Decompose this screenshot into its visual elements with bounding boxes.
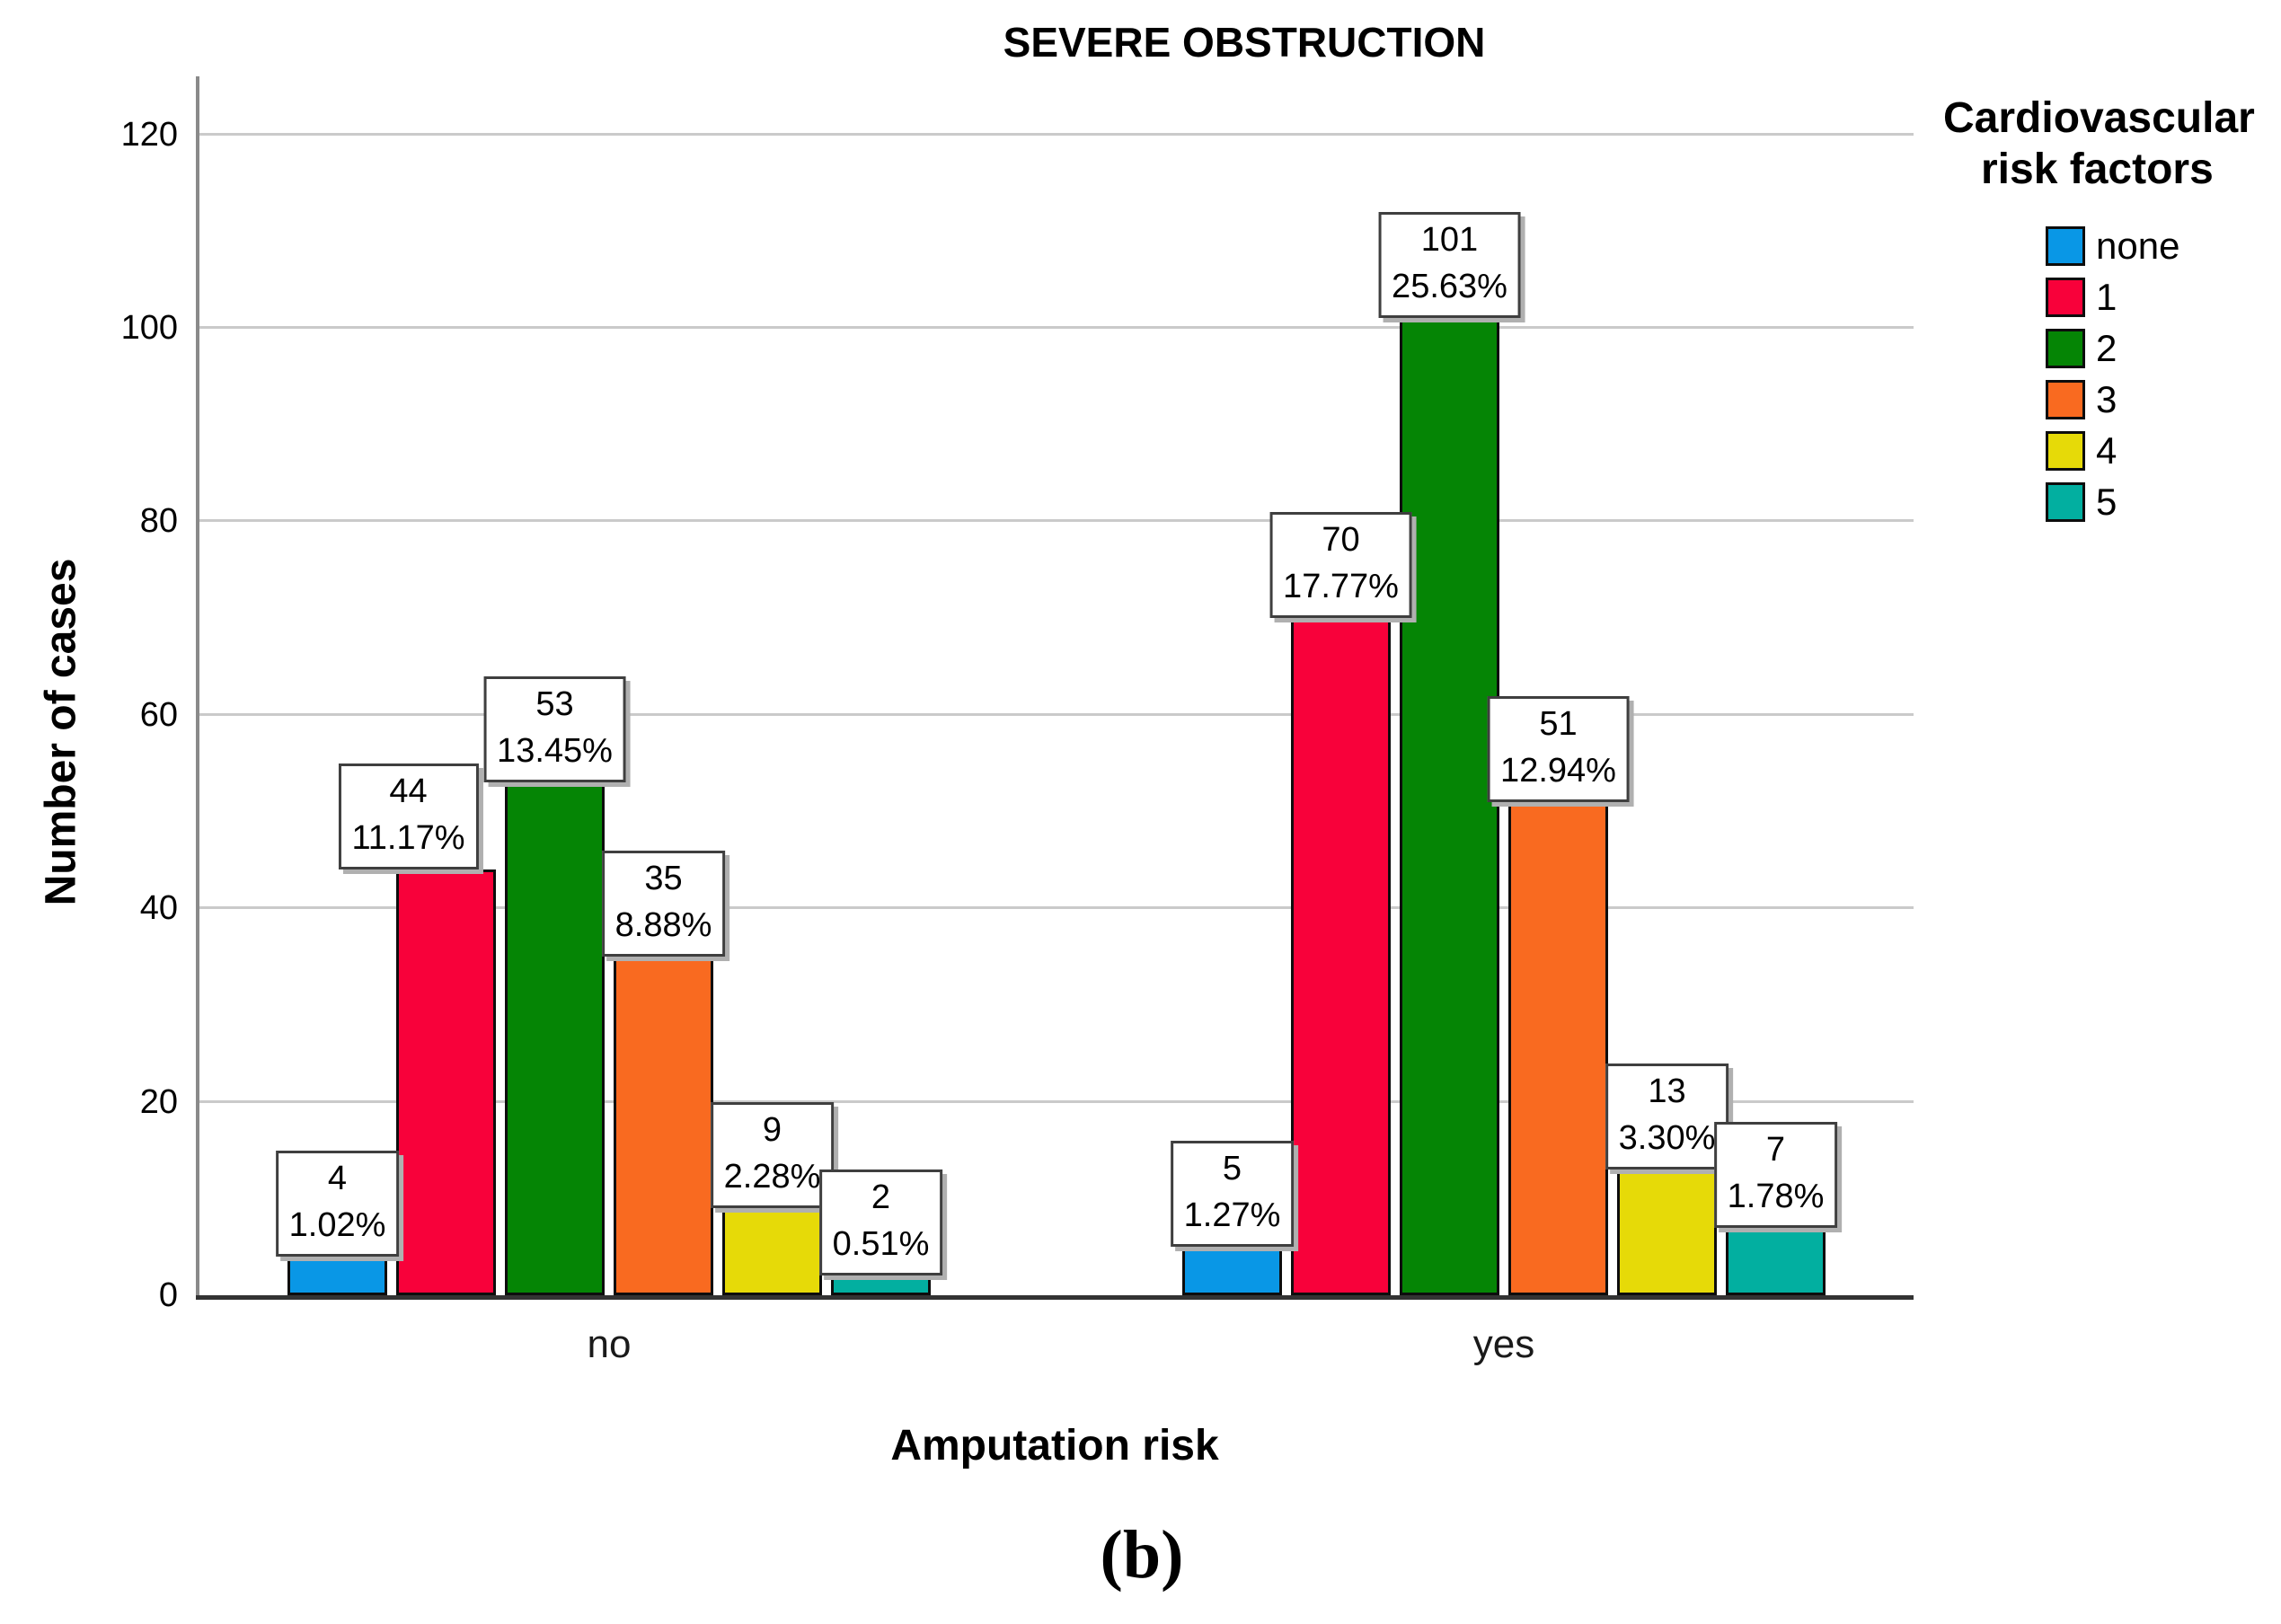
- bar-no-4: [722, 1208, 822, 1295]
- gridline-y-20: [199, 1099, 1914, 1103]
- bar-yes-none: [1182, 1247, 1282, 1295]
- gridline-y-60: [199, 712, 1914, 716]
- y-tick-label-100: 100: [120, 309, 178, 348]
- legend-label: 4: [2096, 428, 2117, 472]
- bar-percent: 1.27%: [1183, 1196, 1281, 1234]
- bar-label-yes-4: 13 3.30%: [1605, 1064, 1729, 1169]
- y-tick-label-60: 60: [139, 695, 178, 734]
- bar-no-3: [614, 957, 713, 1295]
- legend-label: none: [2096, 224, 2180, 267]
- legend: none 1 2 3 4 5: [2046, 220, 2179, 527]
- gridline-y-80: [199, 519, 1914, 523]
- legend-item-3: 3: [2046, 374, 2179, 425]
- bar-label-no-none: 4 1.02%: [275, 1151, 400, 1257]
- bar-percent: 2.28%: [723, 1158, 821, 1196]
- legend-swatch-1: [2046, 277, 2085, 317]
- legend-label: 5: [2096, 480, 2117, 523]
- legend-swatch-none: [2046, 225, 2085, 266]
- bar-count: 4: [327, 1160, 348, 1197]
- gridline-y-100: [199, 326, 1914, 330]
- bar-label-yes-none: 5 1.27%: [1170, 1141, 1295, 1247]
- bar-label-no-3: 35 8.88%: [601, 851, 726, 957]
- x-tick-label-no: no: [587, 1322, 632, 1366]
- bar-count: 101: [1420, 221, 1479, 259]
- bar-yes-4: [1617, 1169, 1717, 1295]
- legend-item-5: 5: [2046, 476, 2179, 527]
- gridline-y-40: [199, 906, 1914, 910]
- bar-label-yes-3: 51 12.94%: [1487, 696, 1630, 802]
- bar-percent: 25.63%: [1392, 268, 1507, 305]
- plot-area: 0 20 40 60 80 100 120 4 1.02% 44 11.17% 53 13.45% 35 8…: [121, 76, 1914, 1366]
- bar-label-yes-2: 101 25.63%: [1378, 212, 1521, 318]
- legend-item-none: none: [2046, 220, 2179, 271]
- legend-title-line-1: Cardiovascular: [1943, 94, 2255, 142]
- bar-yes-3: [1508, 802, 1608, 1295]
- bar-label-no-1: 44 11.17%: [338, 763, 479, 869]
- bar-count: 70: [1322, 521, 1360, 559]
- legend-label: 3: [2096, 377, 2117, 420]
- bar-yes-5: [1726, 1228, 1826, 1295]
- gridline-y-120: [199, 132, 1914, 136]
- chart-title: SEVERE OBSTRUCTION: [1003, 19, 1486, 66]
- bar-count: 35: [644, 860, 683, 897]
- legend-swatch-5: [2046, 481, 2085, 522]
- legend-label: 1: [2096, 275, 2117, 318]
- bar-label-no-4: 9 2.28%: [710, 1102, 835, 1208]
- bar-no-5: [831, 1275, 931, 1295]
- y-tick-label-40: 40: [139, 889, 178, 928]
- legend-item-4: 4: [2046, 425, 2179, 476]
- bar-percent: 1.78%: [1727, 1178, 1825, 1215]
- y-axis-line: [196, 76, 199, 1300]
- bar-percent: 3.30%: [1618, 1119, 1716, 1157]
- legend-item-1: 1: [2046, 271, 2179, 322]
- bar-no-none: [287, 1257, 387, 1295]
- x-tick-label-yes: yes: [1472, 1322, 1535, 1366]
- bar-count: 9: [762, 1111, 782, 1149]
- bar-yes-2: [1400, 318, 1499, 1295]
- bar-label-yes-1: 70 17.77%: [1269, 512, 1412, 618]
- bar-percent: 13.45%: [497, 732, 613, 770]
- bar-yes-1: [1291, 618, 1391, 1295]
- legend-label: 2: [2096, 326, 2117, 369]
- legend-swatch-3: [2046, 379, 2085, 419]
- bar-count: 53: [535, 685, 574, 723]
- y-tick-label-20: 20: [139, 1082, 178, 1121]
- legend-item-2: 2: [2046, 322, 2179, 374]
- bar-count: 44: [389, 772, 428, 810]
- bar-percent: 8.88%: [614, 906, 712, 944]
- y-tick-label-0: 0: [158, 1276, 178, 1314]
- y-tick-label-80: 80: [139, 502, 178, 541]
- x-axis-title: Amputation risk: [890, 1422, 1219, 1470]
- bar-label-no-5: 2 0.51%: [818, 1169, 943, 1275]
- bar-percent: 12.94%: [1500, 752, 1616, 790]
- figure-caption: (b): [1100, 1517, 1184, 1593]
- bar-count: 5: [1222, 1150, 1242, 1187]
- bar-no-2: [505, 782, 605, 1295]
- bar-label-yes-5: 7 1.78%: [1713, 1122, 1838, 1228]
- bar-no-1: [396, 869, 496, 1295]
- bar-label-no-2: 53 13.45%: [483, 676, 626, 782]
- bar-percent: 1.02%: [288, 1206, 386, 1244]
- bar-percent: 17.77%: [1283, 568, 1399, 605]
- bar-percent: 0.51%: [832, 1225, 930, 1263]
- bar-count: 51: [1539, 705, 1578, 743]
- x-axis-line: [196, 1295, 1914, 1300]
- bar-count: 13: [1648, 1072, 1686, 1110]
- legend-swatch-2: [2046, 328, 2085, 368]
- y-tick-label-120: 120: [120, 115, 178, 154]
- bar-count: 7: [1765, 1131, 1786, 1169]
- legend-title-line-2: risk factors: [1981, 146, 2214, 193]
- bar-count: 2: [871, 1178, 891, 1216]
- bar-percent: 11.17%: [351, 819, 465, 857]
- legend-swatch-4: [2046, 430, 2085, 471]
